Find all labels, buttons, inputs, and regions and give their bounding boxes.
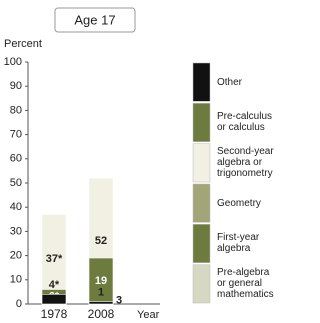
- bar-segment: [41, 294, 67, 305]
- legend-label: Second-year algebra or trigonometry: [217, 146, 274, 180]
- title-box: [54, 7, 136, 33]
- bar-segment: [41, 214, 67, 305]
- y-tick-label: 100: [4, 56, 22, 68]
- value-label: 1: [98, 286, 104, 298]
- legend-label: First-year algebra: [217, 232, 260, 255]
- y-tick-label: 60: [10, 153, 22, 165]
- chart: Age 17 Percent Year 0 10 20 30 40 50 60 70 80 90 1…: [4, 7, 211, 321]
- value-label: 37*: [46, 253, 63, 265]
- y-tick-label: 40: [10, 201, 22, 213]
- page: Age 17 Percent Year 0 10 20 30 40 50 60 70 80 90 1…: [4, 7, 274, 321]
- y-tick-label: 70: [10, 129, 22, 141]
- y-tick-label: 30: [10, 225, 22, 237]
- x-tick-label: 1978: [41, 307, 68, 321]
- legend-swatch: [192, 103, 211, 142]
- value-label: 4*: [49, 279, 60, 291]
- value-label: 52: [95, 235, 107, 247]
- y-tick-label: 80: [10, 104, 22, 116]
- bar-segment: [88, 301, 114, 305]
- value-label: 3: [116, 294, 122, 306]
- y-axis-label: Percent: [4, 38, 42, 50]
- legend-label: Geometry: [217, 197, 261, 209]
- y-tick-label: 10: [10, 274, 22, 286]
- value-label: 19: [95, 275, 107, 287]
- legend-label: Other: [217, 76, 243, 88]
- legend-label: Pre-calculus or calculus: [217, 111, 273, 134]
- legend-swatch: [192, 224, 211, 263]
- y-tick-label: 90: [10, 80, 22, 92]
- legend-swatch: [192, 62, 211, 102]
- legend-swatch: [192, 264, 211, 304]
- bar-segment: [88, 257, 114, 305]
- legend-label: Pre-algebra or general mathematics: [217, 267, 274, 301]
- chart-title: Age 17: [74, 12, 115, 27]
- legend-swatch: [192, 183, 211, 223]
- x-tick-label: 2008: [88, 307, 115, 321]
- y-tick-label: 50: [10, 177, 22, 189]
- legend-swatch: [192, 143, 211, 183]
- x-axis-label: Year: [137, 309, 160, 321]
- y-tick-label: 0: [16, 298, 22, 310]
- y-tick-label: 20: [10, 250, 22, 262]
